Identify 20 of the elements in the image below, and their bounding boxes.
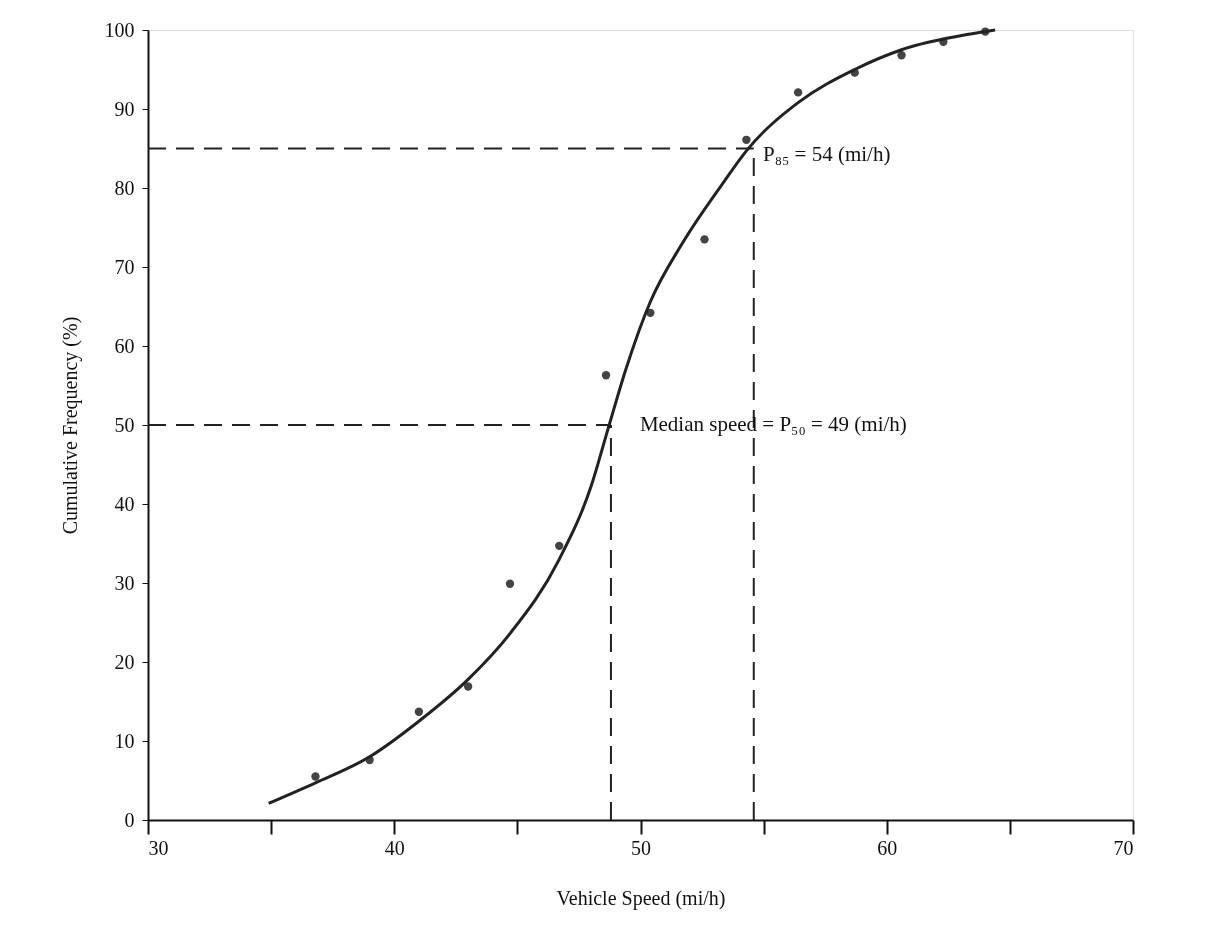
x-tick-label: 40 bbox=[384, 836, 405, 859]
annotation: P₈₅ = 54 (mi/h) bbox=[763, 141, 891, 166]
y-tick-label: 100 bbox=[104, 18, 135, 41]
x-axis-title: Vehicle Speed (mi/h) bbox=[556, 886, 726, 910]
y-tick-label: 60 bbox=[114, 334, 135, 357]
y-tick-label: 10 bbox=[114, 729, 135, 752]
y-axis-title: Cumulative Frequency (%) bbox=[58, 316, 82, 535]
y-tick-label: 30 bbox=[114, 571, 135, 594]
y-tick-label: 20 bbox=[114, 650, 135, 673]
annotation: Median speed = P₅₀ = 49 (mi/h) bbox=[639, 412, 907, 436]
y-tick-label: 40 bbox=[114, 492, 135, 515]
x-tick-label: 30 bbox=[148, 836, 169, 859]
y-tick-label: 90 bbox=[114, 97, 135, 120]
x-tick-label: 50 bbox=[631, 836, 651, 859]
y-tick-label: 0 bbox=[124, 808, 135, 831]
x-tick-label: 60 bbox=[877, 836, 898, 859]
y-tick-label: 50 bbox=[114, 413, 135, 436]
y-tick-label: 70 bbox=[114, 255, 135, 278]
y-tick-label: 80 bbox=[114, 176, 135, 199]
x-tick-label: 70 bbox=[1113, 836, 1134, 859]
